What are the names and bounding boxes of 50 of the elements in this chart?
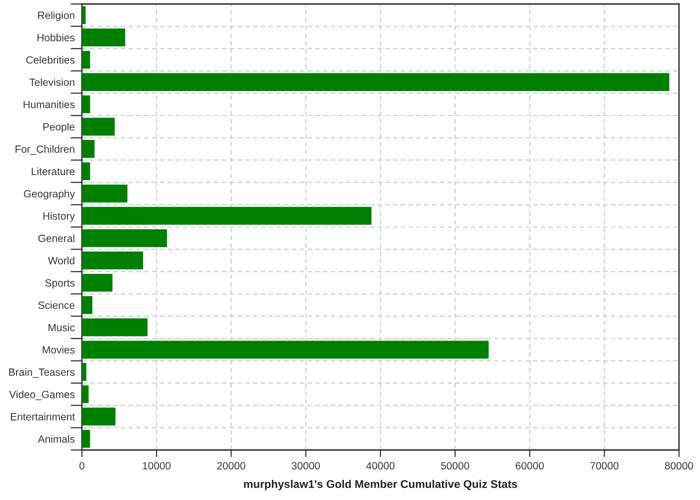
x-tick-label: 50000 bbox=[441, 462, 470, 470]
bar bbox=[82, 229, 167, 248]
y-tick-label: Video_Games bbox=[9, 390, 75, 400]
bar bbox=[82, 95, 90, 114]
y-tick-label: Brain_Teasers bbox=[9, 368, 75, 378]
bar bbox=[82, 73, 670, 91]
y-tick-label: General bbox=[38, 234, 74, 242]
x-tick-label: 60000 bbox=[516, 462, 544, 470]
bar bbox=[82, 363, 86, 381]
bar bbox=[82, 50, 90, 69]
x-tick-label: 30000 bbox=[292, 462, 320, 470]
x-tick-label: 20000 bbox=[217, 462, 246, 470]
bar bbox=[82, 296, 92, 314]
y-tick-label: Humanities bbox=[24, 100, 75, 108]
y-tick-label: Entertainment bbox=[10, 412, 75, 420]
y-tick-label: Science bbox=[38, 301, 74, 309]
bar bbox=[82, 252, 144, 270]
y-tick-label: Movies bbox=[42, 346, 75, 354]
x-tick-label: 70000 bbox=[590, 462, 618, 470]
y-tick-label: Literature bbox=[32, 167, 74, 176]
bar bbox=[82, 206, 372, 225]
y-tick-label: History bbox=[43, 212, 75, 222]
bar bbox=[82, 430, 90, 448]
y-tick-label: Celebrities bbox=[26, 56, 75, 64]
y-tick-label: Music bbox=[48, 324, 75, 332]
x-tick-label: 80000 bbox=[664, 462, 694, 470]
y-tick-label: Religion bbox=[38, 11, 74, 22]
y-tick-label: For_Children bbox=[16, 145, 74, 155]
bar bbox=[82, 118, 115, 136]
bar bbox=[82, 184, 128, 202]
bar bbox=[82, 6, 86, 24]
bar bbox=[82, 408, 116, 426]
bar bbox=[82, 318, 148, 336]
x-axis-title: murphyslaw1's Gold Member Cumulative Quiz Stats bbox=[244, 480, 518, 490]
y-tick-label: World bbox=[48, 256, 74, 264]
y-tick-label: Animals bbox=[38, 435, 75, 443]
y-tick-label: Hobbies bbox=[38, 34, 75, 42]
bar bbox=[82, 340, 489, 359]
bar bbox=[82, 385, 89, 404]
x-tick-label: 10000 bbox=[142, 462, 171, 470]
y-tick-label: Sports bbox=[45, 279, 75, 289]
y-tick-label: Geography bbox=[24, 190, 75, 200]
bar bbox=[82, 28, 126, 46]
x-tick-label: 0 bbox=[79, 462, 84, 470]
y-tick-label: People bbox=[43, 122, 74, 133]
bar bbox=[82, 274, 112, 292]
y-tick-label: Television bbox=[29, 78, 74, 86]
bar bbox=[82, 162, 90, 180]
x-tick-label: 40000 bbox=[366, 462, 395, 470]
bar bbox=[82, 140, 95, 158]
